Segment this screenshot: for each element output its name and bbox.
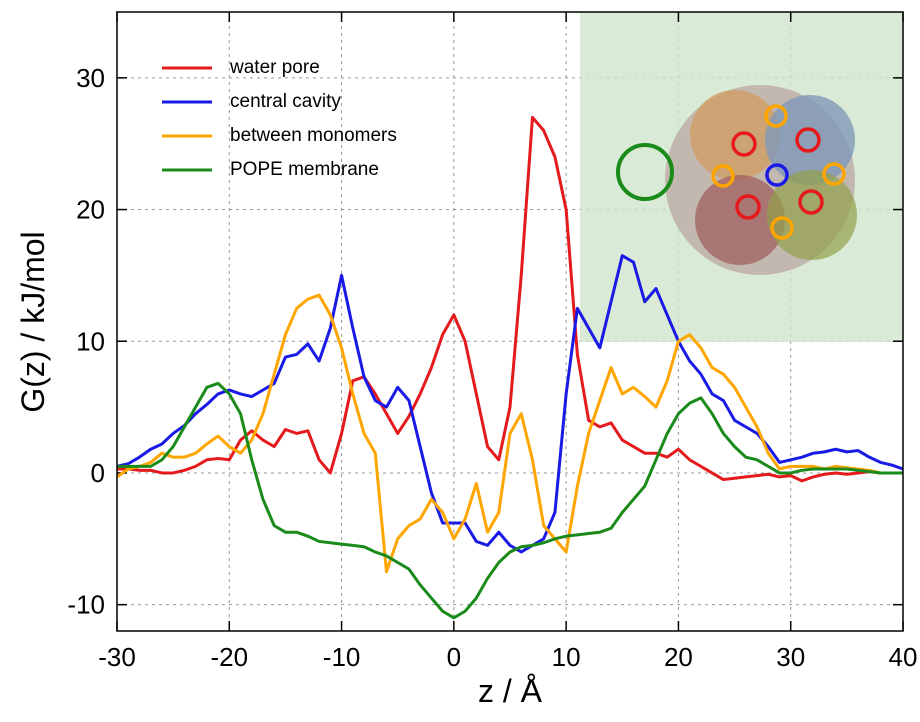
data-line [117,383,903,617]
legend-label: between monomers [230,125,397,146]
y-tick-label: -10 [67,590,105,620]
y-tick-label: 0 [91,458,105,488]
x-tick-label: 0 [447,642,461,672]
legend-label: central cavity [230,91,341,112]
y-axis-label: G(z) / kJ/mol [15,231,51,412]
x-tick-label: 30 [776,642,805,672]
x-axis-label: z / Å [478,673,543,709]
x-tick-label: 20 [664,642,693,672]
legend-label: POPE membrane [230,159,379,180]
inset-image [580,12,903,342]
y-tick-label: 20 [76,195,105,225]
x-tick-label: 10 [552,642,581,672]
x-tick-label: -20 [210,642,248,672]
chart: z / Å G(z) / kJ/mol -10 0 10 20 30 -30 -20 -10 0… [0,0,920,717]
x-tick-label: -10 [323,642,361,672]
x-tick-label: -30 [98,642,136,672]
legend-label: water pore [229,57,320,78]
y-tick-label: 30 [76,63,105,93]
y-tick-label: 10 [76,326,105,356]
x-tick-label: 40 [889,642,918,672]
